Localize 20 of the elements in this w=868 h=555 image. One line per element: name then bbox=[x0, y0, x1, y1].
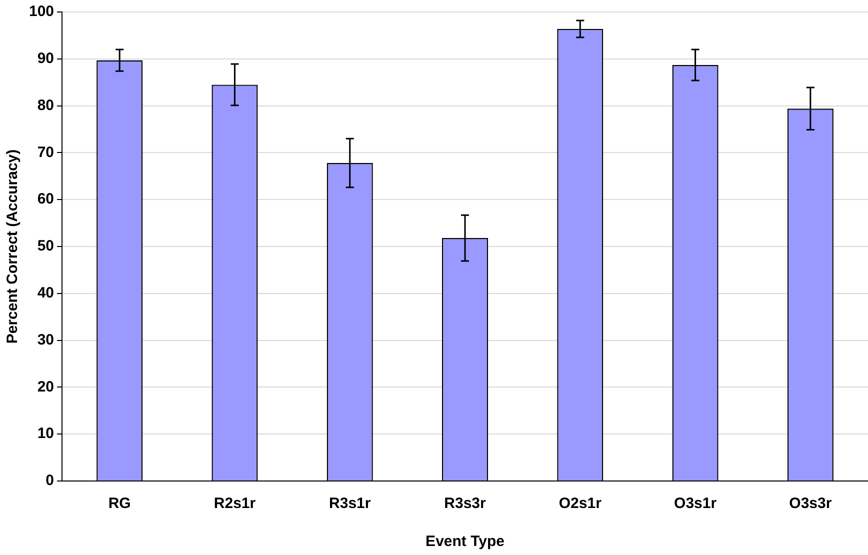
y-tick-label: 0 bbox=[46, 472, 54, 490]
x-tick-label: R3s1r bbox=[329, 495, 371, 512]
y-tick-label: 20 bbox=[37, 378, 54, 396]
y-tick-label: 10 bbox=[37, 425, 54, 442]
x-tick-label: O3s1r bbox=[674, 495, 717, 512]
x-tick-label: RG bbox=[108, 495, 131, 512]
y-tick-label: 100 bbox=[28, 3, 54, 20]
y-tick-label: 60 bbox=[37, 190, 54, 208]
y-tick-label: 90 bbox=[37, 50, 54, 68]
y-tick-label: 80 bbox=[37, 96, 54, 114]
x-tick-label: R2s1r bbox=[214, 495, 256, 512]
y-tick-label: 70 bbox=[37, 144, 54, 161]
x-tick-label: O2s1r bbox=[558, 495, 602, 512]
y-axis-title: Percent Correct (Accuracy) bbox=[4, 149, 22, 344]
x-axis-title: Event Type bbox=[426, 533, 504, 550]
x-tick-label: R3s3r bbox=[444, 495, 486, 512]
y-tick-label: 40 bbox=[37, 284, 54, 302]
y-tick-label: 30 bbox=[37, 331, 54, 348]
x-tick-label: O3s3r bbox=[789, 495, 832, 512]
y-tick-label: 50 bbox=[37, 238, 54, 255]
